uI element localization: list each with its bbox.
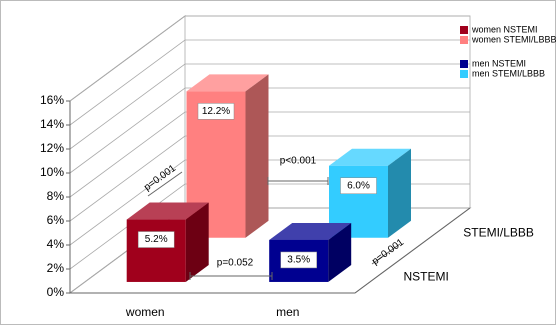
value-label-box xyxy=(340,177,377,194)
y-tick-label: 14% xyxy=(40,117,64,131)
value-label-box xyxy=(137,231,175,248)
grid-line xyxy=(69,63,470,150)
legend-label: men STEMI/LBBB xyxy=(472,68,545,78)
bar-side xyxy=(328,222,352,282)
bar-top xyxy=(269,222,352,240)
y-tick-label: 0% xyxy=(47,285,65,299)
legend-label: men NSTEMI xyxy=(472,58,526,68)
grid-line xyxy=(69,15,470,102)
annotation: p<0.001 xyxy=(280,156,317,167)
grid-line xyxy=(69,87,470,174)
value-label: 12.2% xyxy=(202,106,230,117)
bracket xyxy=(267,177,329,185)
bar-side xyxy=(388,148,411,238)
bar-side xyxy=(185,202,209,282)
bar-top xyxy=(329,148,411,166)
depth-label: NSTEMI xyxy=(403,270,448,284)
legend-swatch xyxy=(460,26,468,34)
y-tick-label: 6% xyxy=(47,213,65,227)
y-tick-label: 8% xyxy=(47,189,65,203)
y-tick-label: 16% xyxy=(40,93,64,107)
value-label: 5.2% xyxy=(145,234,168,245)
legend-label: women STEMI/LBBB xyxy=(471,34,556,44)
grid-line xyxy=(69,111,470,198)
depth-axis xyxy=(354,207,471,294)
annotation: p=0.052 xyxy=(217,258,254,269)
bar-top xyxy=(186,74,269,92)
bar-front xyxy=(126,219,186,282)
grid-line xyxy=(69,39,470,126)
bar-side xyxy=(245,74,269,238)
bar-top xyxy=(126,202,209,220)
value-label-box xyxy=(280,251,317,269)
bracket xyxy=(147,171,183,197)
y-tick-label: 2% xyxy=(47,261,65,275)
legend-label: women NSTEMI xyxy=(471,24,538,34)
bar: 5.2% xyxy=(126,202,209,282)
y-tick-label: 4% xyxy=(47,237,65,251)
legend-swatch xyxy=(460,60,468,68)
legend-swatch xyxy=(460,36,468,44)
x-tick-label: men xyxy=(276,305,299,319)
legend-swatch xyxy=(460,70,468,78)
x-tick-label: women xyxy=(125,305,165,319)
grid-line xyxy=(69,135,470,222)
depth-label: STEMI/LBBB xyxy=(463,225,534,239)
plot-area: 0% 2% 4% 6% 8% 10% 12% 14% 16% NSTEMI STEMI/LBBB wo… xyxy=(40,15,534,319)
y-tick-label: 12% xyxy=(40,141,64,155)
value-label: 3.5% xyxy=(287,255,310,266)
value-label: 6.0% xyxy=(347,180,370,191)
bracket xyxy=(189,272,273,280)
y-tick-label: 10% xyxy=(40,165,64,179)
bar: 3.5% xyxy=(269,222,352,282)
bracket xyxy=(371,243,401,265)
value-label-box xyxy=(197,103,235,120)
